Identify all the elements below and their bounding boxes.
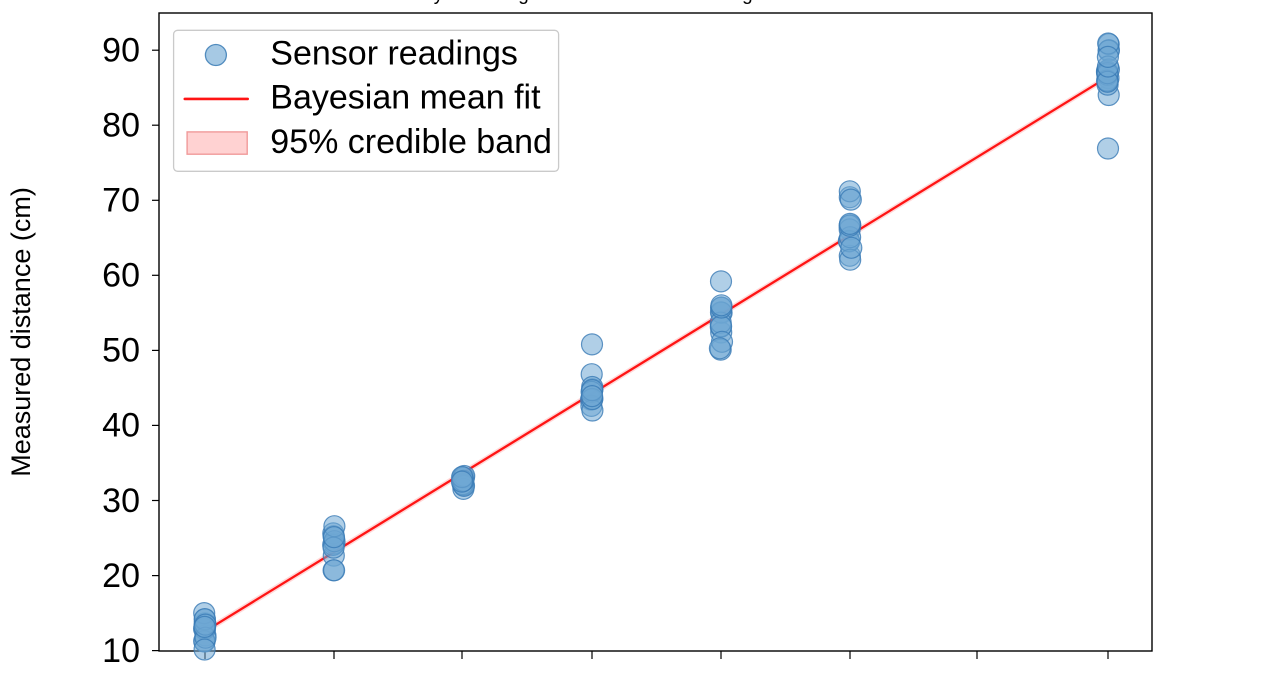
svg-text:Bayesian Regression of Sensor: Bayesian Regression of Sensor Reading vs… bbox=[411, 0, 900, 5]
svg-text:50: 50 bbox=[102, 332, 140, 370]
svg-text:60: 60 bbox=[102, 257, 140, 295]
svg-text:80: 80 bbox=[102, 107, 140, 145]
svg-text:Sensor readings: Sensor readings bbox=[270, 35, 518, 73]
svg-text:30: 30 bbox=[102, 482, 140, 520]
svg-text:40: 40 bbox=[102, 407, 140, 445]
svg-text:20: 20 bbox=[102, 557, 140, 595]
svg-text:10: 10 bbox=[102, 632, 140, 670]
svg-text:90: 90 bbox=[102, 32, 140, 70]
svg-text:Bayesian mean fit: Bayesian mean fit bbox=[270, 79, 541, 117]
svg-text:95% credible band: 95% credible band bbox=[270, 123, 552, 161]
svg-text:70: 70 bbox=[102, 182, 140, 220]
svg-text:Measured distance (cm): Measured distance (cm) bbox=[6, 187, 36, 477]
